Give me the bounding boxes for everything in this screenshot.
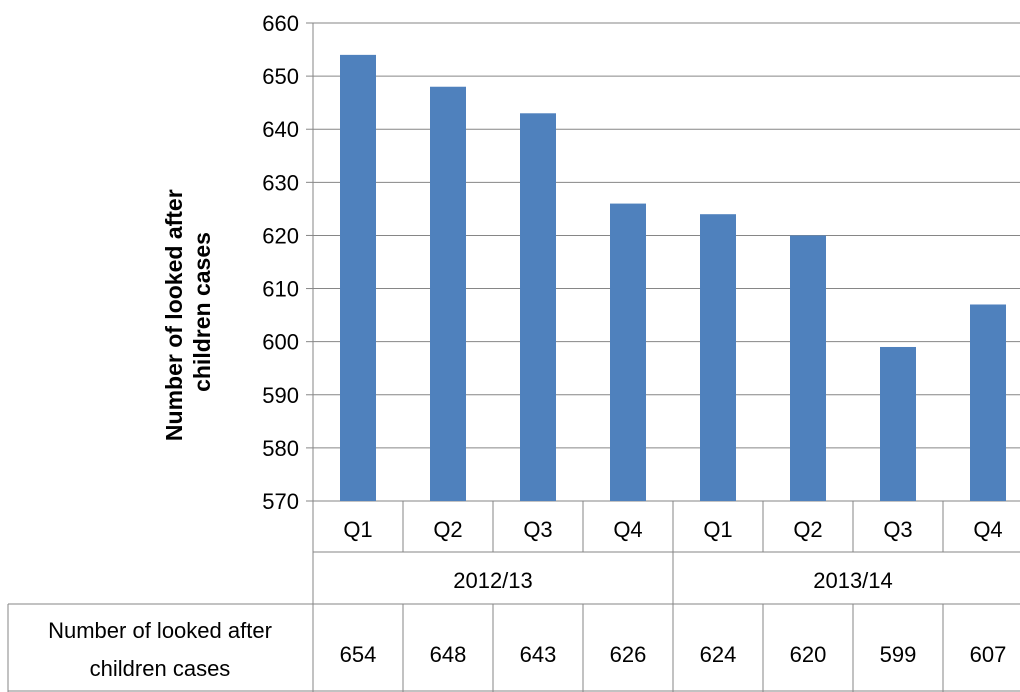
- data-table: Q1 Q2 Q3 Q4 Q1 Q2 Q3 Q4 2012/13 2013/14 654 648 643 6…: [7, 501, 1020, 692]
- bars: [340, 54, 1006, 502]
- y-axis-label: Number of looked after children cases: [161, 183, 215, 441]
- x-tick-label: Q3: [883, 517, 912, 542]
- group-label: 2012/13: [453, 568, 533, 593]
- data-table-row-label-line1: Number of looked after: [48, 618, 272, 643]
- y-tick-label: 570: [262, 489, 299, 514]
- data-table-value: 599: [880, 642, 917, 667]
- y-tick-label: 590: [262, 383, 299, 408]
- x-tick-label: Q1: [343, 517, 372, 542]
- x-tick-label: Q2: [793, 517, 822, 542]
- x-tick-label: Q2: [433, 517, 462, 542]
- bar: [880, 346, 916, 501]
- y-tick-label: 600: [262, 330, 299, 355]
- data-table-value: 620: [790, 642, 827, 667]
- bar: [520, 113, 556, 502]
- x-tick-label: Q3: [523, 517, 552, 542]
- data-table-value: 624: [700, 642, 737, 667]
- y-tick-label: 650: [262, 64, 299, 89]
- data-table-value: 648: [430, 642, 467, 667]
- x-tick-label: Q1: [703, 517, 732, 542]
- y-tick-label: 580: [262, 436, 299, 461]
- bar: [430, 86, 466, 501]
- x-tick-label: Q4: [613, 517, 642, 542]
- y-axis-label-line2: children cases: [189, 232, 215, 392]
- group-label: 2013/14: [813, 568, 893, 593]
- data-table-value: 643: [520, 642, 557, 667]
- bar: [700, 214, 736, 501]
- bar: [970, 304, 1006, 501]
- axes: [306, 22, 314, 692]
- y-tick-label: 660: [262, 11, 299, 36]
- data-table-row-label-line2: children cases: [90, 656, 231, 681]
- bar: [610, 203, 646, 502]
- x-tick-label: Q4: [973, 517, 1002, 542]
- y-tick-labels: 570 580 590 600 610 620 630 640 650 660: [262, 11, 299, 514]
- data-table-value: 654: [340, 642, 377, 667]
- y-tick-label: 630: [262, 170, 299, 195]
- y-tick-label: 640: [262, 117, 299, 142]
- y-tick-label: 610: [262, 277, 299, 302]
- data-table-value: 626: [610, 642, 647, 667]
- bar: [340, 54, 376, 501]
- data-table-value: 607: [970, 642, 1007, 667]
- bar: [790, 235, 826, 501]
- y-tick-label: 620: [262, 223, 299, 248]
- y-axis-label-line1: Number of looked after: [161, 189, 187, 441]
